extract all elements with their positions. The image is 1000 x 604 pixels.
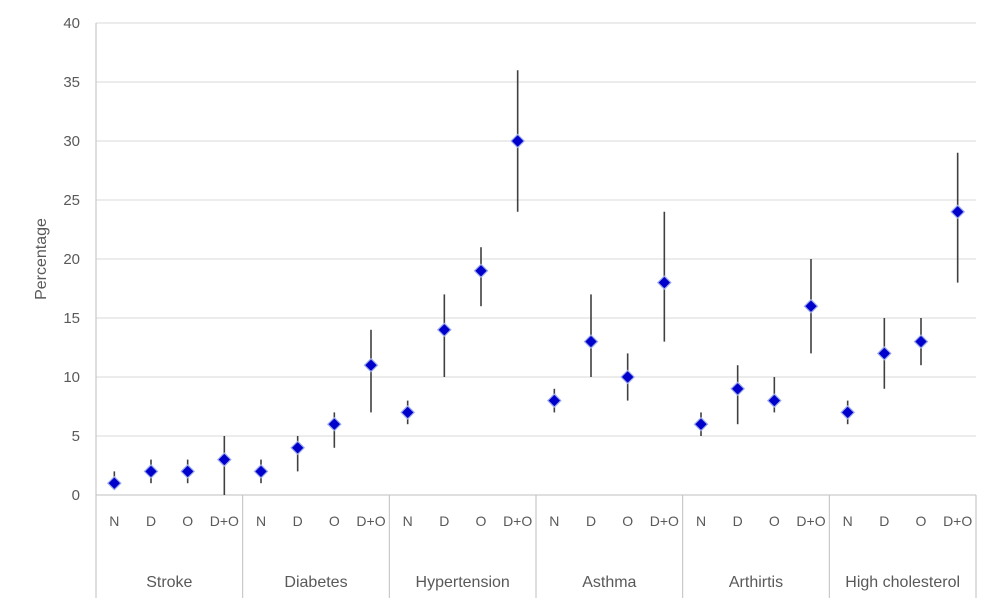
x-tick-label: N [403, 513, 413, 529]
x-tick-label: O [329, 513, 340, 529]
data-point [473, 263, 489, 279]
data-series [106, 70, 966, 495]
x-tick-label: N [696, 513, 706, 529]
y-tick-label: 25 [63, 192, 80, 209]
data-point [180, 464, 196, 479]
group-label: Asthma [582, 574, 636, 591]
data-point [546, 393, 562, 408]
x-tick-label: N [109, 513, 119, 529]
data-point [510, 133, 526, 149]
x-tick-label: D+O [210, 513, 239, 529]
y-tick-label: 35 [63, 74, 80, 91]
data-point [290, 440, 306, 456]
data-point [876, 346, 892, 361]
y-tick-label: 5 [72, 428, 80, 445]
y-tick-label: 30 [63, 133, 80, 150]
x-tick-label: D [879, 513, 889, 529]
data-point [913, 334, 929, 349]
data-point [620, 369, 636, 385]
x-tick-label: N [256, 513, 266, 529]
y-tick-label: 40 [63, 15, 80, 32]
data-point [400, 405, 416, 420]
data-point [693, 416, 709, 432]
data-point [840, 405, 856, 420]
data-point [583, 334, 599, 349]
x-tick-label: D+O [356, 513, 385, 529]
x-tick-label: D [146, 513, 156, 529]
y-tick-label: 15 [63, 310, 80, 327]
x-tick-label: O [622, 513, 633, 529]
y-axis-label: Percentage [33, 218, 50, 300]
data-point [950, 204, 966, 220]
y-tick-label: 10 [63, 369, 80, 386]
x-tick-label: D+O [650, 513, 679, 529]
data-point [656, 275, 672, 290]
x-tick-label: N [843, 513, 853, 529]
x-tick-label: D [439, 513, 449, 529]
data-point [363, 357, 379, 373]
x-tick-label: N [549, 513, 559, 529]
data-point [326, 416, 342, 432]
gridlines [96, 22, 976, 437]
x-tick-label: D [586, 513, 596, 529]
y-axis: 0 5 10 15 20 25 30 35 40 [63, 15, 97, 504]
data-point [766, 393, 782, 408]
x-tick-label: O [916, 513, 927, 529]
data-point [436, 322, 452, 338]
x-tick-label: D+O [943, 513, 972, 529]
data-point [730, 381, 746, 397]
group-label: Arthirtis [729, 574, 783, 591]
data-point [216, 452, 232, 467]
data-point [253, 464, 269, 479]
x-tick-label: D [733, 513, 743, 529]
group-label: Stroke [146, 574, 192, 591]
x-tick-label: D [293, 513, 303, 529]
data-point [803, 298, 819, 314]
group-label: Diabetes [284, 574, 347, 591]
data-point [106, 475, 122, 491]
x-tick-label: O [769, 513, 780, 529]
x-tick-label: D+O [796, 513, 825, 529]
group-label: High cholesterol [845, 574, 960, 591]
x-tick-label: O [182, 513, 193, 529]
data-point [143, 464, 159, 479]
x-axis: Stroke N D O D+O Diabetes N D O D+O Hypertension N D… [95, 494, 977, 598]
y-tick-label: 20 [63, 251, 80, 268]
x-tick-label: O [476, 513, 487, 529]
group-label: Hypertension [416, 574, 510, 591]
x-tick-label: D+O [503, 513, 532, 529]
y-tick-label: 0 [72, 487, 80, 504]
